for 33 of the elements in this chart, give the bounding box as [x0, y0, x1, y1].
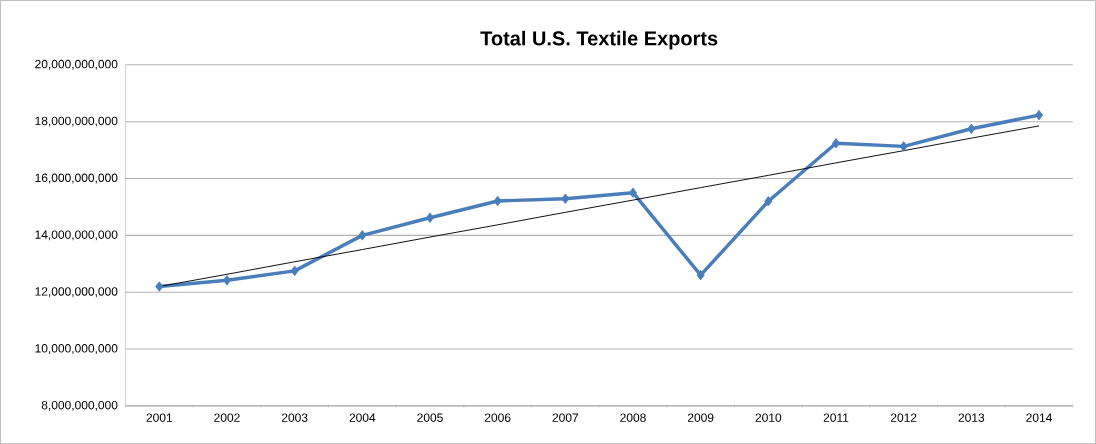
- point: [899, 141, 908, 152]
- point: [493, 195, 502, 207]
- x-tick-label: 2005: [417, 413, 443, 422]
- chart-title: Total U.S. Textile Exports: [480, 30, 718, 50]
- x-tick-label: 2007: [552, 413, 579, 422]
- point: [290, 265, 299, 276]
- point: [155, 281, 164, 292]
- y-tick-label: 20,000,000,000: [35, 59, 118, 70]
- x-tick-label: 2006: [484, 413, 511, 422]
- x-tick-label: 2010: [755, 413, 782, 422]
- point: [967, 123, 976, 134]
- point: [696, 269, 705, 281]
- y-tick-label: 12,000,000,000: [35, 287, 118, 298]
- y-tick-label: 10,000,000,000: [35, 344, 118, 354]
- point: [358, 230, 367, 241]
- y-tick-label: 14,000,000,000: [35, 230, 118, 241]
- y-tick-label: 8,000,000,000: [41, 400, 118, 411]
- point: [425, 212, 434, 223]
- x-tick-label: 2004: [349, 413, 376, 422]
- x-tick-label: 2008: [620, 413, 646, 422]
- x-tick-label: 2009: [687, 413, 714, 422]
- point: [764, 195, 773, 207]
- x-tick-label: 2012: [890, 413, 917, 422]
- x-tick-label: 2014: [1026, 413, 1052, 422]
- y-tick-label: 16,000,000,000: [35, 173, 118, 184]
- y-tick-label: 18,000,000,000: [35, 116, 118, 127]
- x-tick-label: 2011: [823, 413, 849, 422]
- x-tick-label: 2001: [146, 413, 173, 422]
- x-tick-label: 2013: [958, 413, 985, 422]
- point: [1035, 109, 1044, 121]
- x-tick-label: 2003: [281, 413, 308, 422]
- point: [629, 187, 637, 198]
- x-tick-label: 2002: [214, 413, 240, 422]
